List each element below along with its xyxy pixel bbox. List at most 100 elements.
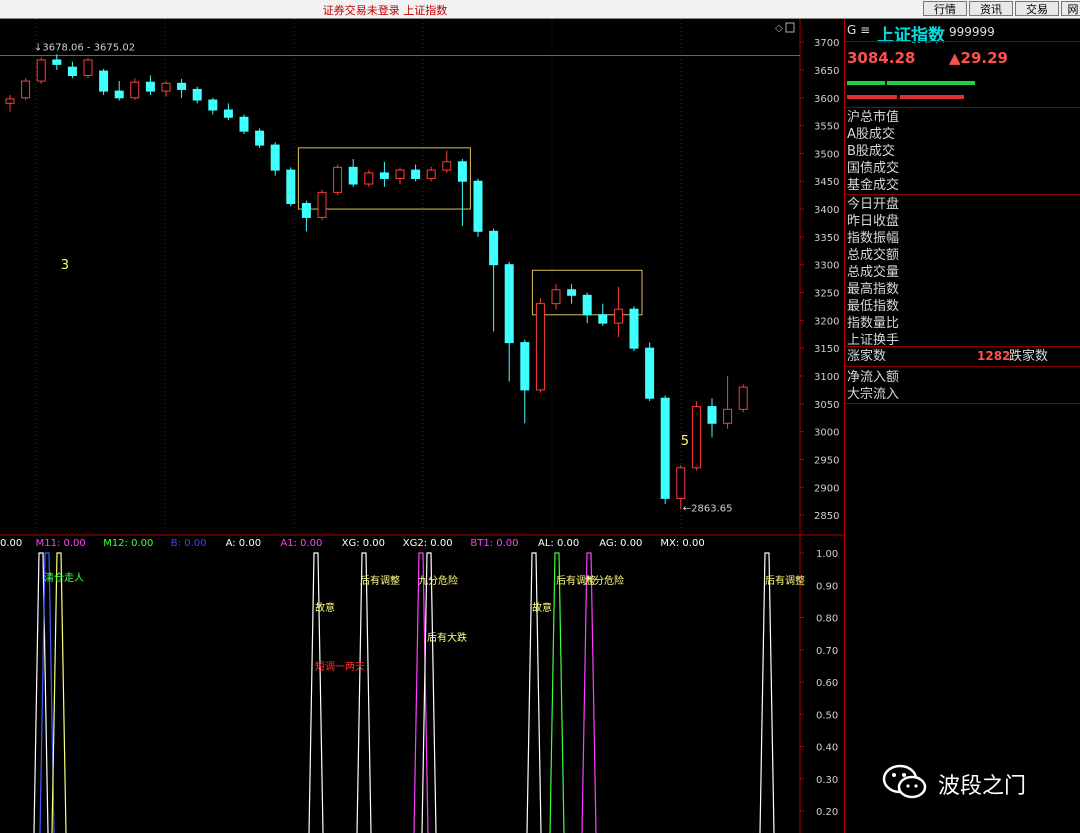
indicator-legend: B: 0.00 <box>171 538 207 549</box>
indicator-legend: XG2: 0.00 <box>403 538 453 549</box>
candle-body <box>567 289 577 296</box>
signal-spike <box>581 552 597 833</box>
candle-body <box>348 166 358 185</box>
web-button[interactable]: 网 <box>1061 1 1080 16</box>
signal-spike <box>308 552 324 833</box>
price-tick-label: 2950 <box>814 455 839 466</box>
candle-body <box>145 81 155 92</box>
candle-body <box>83 59 93 77</box>
candle-body <box>442 161 452 171</box>
candle-body <box>707 406 717 424</box>
decline-label: 跌家数 <box>1009 349 1049 364</box>
stat-label: B股成交 <box>847 144 895 159</box>
signal-spike <box>33 552 49 833</box>
indicator-legend: M12: 0.00 <box>103 538 153 549</box>
indicator-legend: AG: 0.00 <box>599 538 642 549</box>
candle-body <box>114 90 124 99</box>
watermark-text: 波段之门 <box>938 774 1027 799</box>
candle-body <box>192 88 202 101</box>
candle-body <box>504 264 514 344</box>
candle-body <box>52 59 62 65</box>
stat-label: 昨日收盘 <box>847 214 900 229</box>
wechat-icon <box>882 764 927 799</box>
wave-label: 5 <box>681 434 689 449</box>
signal-spike <box>39 552 55 833</box>
stat-label: 沪总市值 <box>847 110 900 125</box>
stat-label: 指数振幅 <box>847 231 900 246</box>
stat-label: 总成交额 <box>847 248 900 263</box>
consolidation-box <box>297 147 471 210</box>
indicator-legend: M11: 0.00 <box>36 538 86 549</box>
price-tick-label: 3450 <box>814 177 839 188</box>
price-tick-label: 3650 <box>814 66 839 77</box>
ind-tick-label: 0.40 <box>816 743 838 754</box>
candle-body <box>520 342 530 391</box>
signal-label: 后有调整 <box>556 574 596 587</box>
price-tick-label: 3700 <box>814 38 839 49</box>
candle-body <box>317 191 327 218</box>
candle-body <box>270 144 280 171</box>
candle-body <box>364 172 374 185</box>
ind-tick-label: 0.90 <box>816 581 838 592</box>
ind-tick-label: 0.20 <box>816 807 838 818</box>
signal-label: 后有调整 <box>360 574 400 587</box>
news-button[interactable]: 资讯 <box>969 1 1013 16</box>
candle-body <box>582 294 592 316</box>
price-tick-label: 3250 <box>814 289 839 300</box>
price-tick-label: 3300 <box>814 261 839 272</box>
signal-label: 故意 <box>315 601 335 614</box>
signal-label: 故意 <box>532 601 552 614</box>
candle-body <box>411 169 421 179</box>
kline-chart[interactable]: 3700 3650 3600 3550 3500 3450 3400 3350 3300 3250… <box>0 19 844 833</box>
candle-body <box>691 406 701 469</box>
trade-button[interactable]: 交易 <box>1015 1 1059 16</box>
candle-body <box>535 303 545 391</box>
stat-label: 指数量比 <box>847 316 900 331</box>
high-annotation: ↓3678.06 - 3675.02 <box>34 42 135 53</box>
signal-spike <box>413 552 429 833</box>
ind-tick-label: 0.50 <box>816 710 838 721</box>
ind-tick-label: 0.30 <box>816 775 838 786</box>
candle-body <box>723 408 733 424</box>
ind-tick-label: 0.70 <box>816 646 838 657</box>
candle-body <box>255 130 265 146</box>
candle-body <box>130 81 140 99</box>
wave-label: 3 <box>61 258 69 273</box>
signal-spike <box>526 552 542 833</box>
stat-label: 国债成交 <box>847 161 900 176</box>
candle-body <box>333 166 343 193</box>
info-panel: G ≡ 上证指数 999999 3084.28 ▲29.29 沪总市值 A股成交 B… <box>844 19 1080 833</box>
candle-body <box>551 289 561 305</box>
signal-label: 清仓走人 <box>44 571 84 584</box>
index-name[interactable]: 上证指数 <box>877 26 945 46</box>
indicator-legend: MX: 0.00 <box>660 538 704 549</box>
candle-body <box>395 169 405 179</box>
candle-body <box>67 66 77 77</box>
candle-body <box>645 347 655 399</box>
price-tick-label: 3200 <box>814 316 839 327</box>
price-change: ▲29.29 <box>949 49 1008 67</box>
price-tick-label: 3100 <box>814 372 839 383</box>
stat-label: 基金成交 <box>847 178 900 193</box>
signal-spike <box>759 552 775 833</box>
low-annotation: ←2863.65 <box>683 503 733 514</box>
signal-label: 后有大跌 <box>427 631 467 644</box>
signal-label: 短调一两天 <box>315 660 365 673</box>
stat-label: 今日开盘 <box>847 197 900 212</box>
diamond-icon: ◇ <box>775 23 783 34</box>
signal-label: 后有调整 <box>765 574 805 587</box>
candle-body <box>21 80 31 99</box>
candle-body <box>473 180 483 232</box>
stat-label: A股成交 <box>847 127 895 142</box>
candle-body <box>99 70 109 92</box>
ind-tick-label: 1.00 <box>816 549 838 560</box>
candle-body <box>301 202 311 218</box>
net-inflow-label: 净流入额 <box>847 370 900 385</box>
candle-body <box>286 169 296 204</box>
stat-label: 最高指数 <box>847 282 900 297</box>
market-button[interactable]: 行情 <box>923 1 967 16</box>
title-bar: 证券交易未登录 上证指数 行情 资讯 交易 网 <box>0 0 1080 19</box>
indicator-legend: XG: 0.00 <box>342 538 385 549</box>
signal-spike <box>421 552 437 833</box>
price-tick-label: 2850 <box>814 511 839 522</box>
